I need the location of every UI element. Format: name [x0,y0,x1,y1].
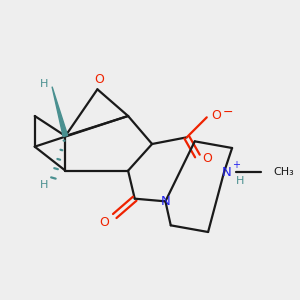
Text: N: N [160,195,170,208]
Text: +: + [232,160,240,170]
Text: N: N [222,166,232,178]
Text: H: H [236,176,244,186]
Text: O: O [202,152,212,165]
Text: O: O [94,74,104,86]
Text: H: H [40,180,48,190]
Polygon shape [52,87,68,136]
Text: O: O [211,110,221,122]
Text: −: − [223,106,233,118]
Text: O: O [99,216,109,229]
Text: CH₃: CH₃ [273,167,294,177]
Text: H: H [40,79,48,89]
